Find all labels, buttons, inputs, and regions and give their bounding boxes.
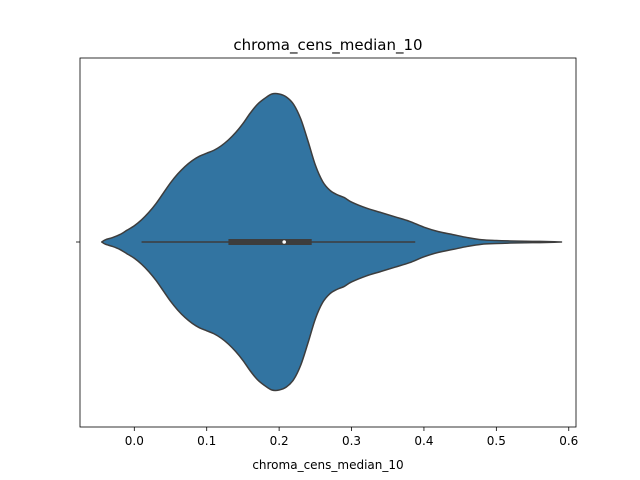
x-axis-ticks: 0.0 0.1 0.2 0.3 0.4 0.5 0.6 xyxy=(125,427,578,448)
x-tick-label: 0.6 xyxy=(559,434,578,448)
x-tick-label: 0.0 xyxy=(125,434,144,448)
median-marker xyxy=(282,240,286,244)
plot-area xyxy=(100,92,563,392)
x-axis-label: chroma_cens_median_10 xyxy=(252,458,403,472)
x-tick-label: 0.3 xyxy=(342,434,361,448)
x-tick-label: 0.5 xyxy=(487,434,506,448)
iqr-box xyxy=(228,239,312,245)
plot-frame xyxy=(79,57,577,428)
x-tick-label: 0.1 xyxy=(197,434,216,448)
x-tick-label: 0.4 xyxy=(414,434,433,448)
chart-title: chroma_cens_median_10 xyxy=(233,36,422,55)
x-tick-label: 0.2 xyxy=(270,434,289,448)
